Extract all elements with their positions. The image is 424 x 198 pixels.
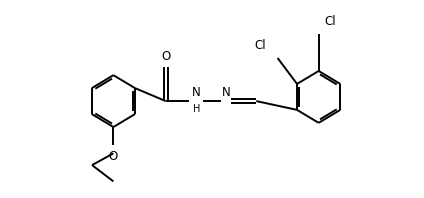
Text: N: N xyxy=(192,86,201,99)
Text: H: H xyxy=(192,104,200,114)
Text: O: O xyxy=(161,50,170,63)
Text: Cl: Cl xyxy=(255,39,266,52)
Text: O: O xyxy=(109,150,118,164)
Text: Cl: Cl xyxy=(325,15,336,28)
Text: N: N xyxy=(222,86,231,99)
